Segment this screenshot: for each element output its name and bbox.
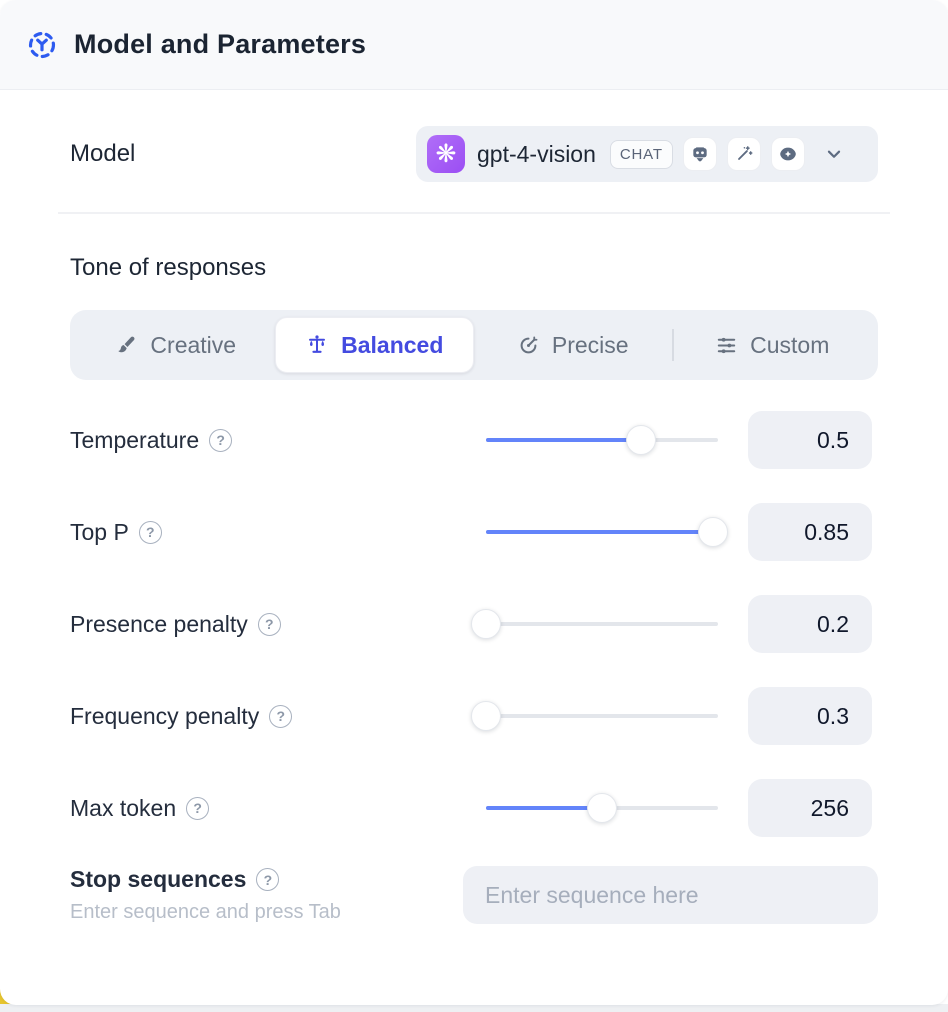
stop-sequences-row: Stop sequences ? Enter sequence and pres… <box>70 866 878 974</box>
bottom-strip <box>0 1004 948 1012</box>
model-row: Model ❋ gpt-4-vision CHAT <box>70 126 878 182</box>
top-p-value[interactable]: 0.85 <box>748 503 872 561</box>
parameters-section: Temperature ? 0.5 Top P ? <box>70 394 878 854</box>
chat-badge: CHAT <box>609 139 673 169</box>
param-row-temperature: Temperature ? 0.5 <box>70 394 878 486</box>
stop-sequences-helper: Enter sequence and press Tab <box>70 901 341 923</box>
temperature-value[interactable]: 0.5 <box>748 411 872 469</box>
help-icon[interactable]: ? <box>209 428 233 452</box>
help-icon[interactable]: ? <box>257 612 281 636</box>
selected-model-name: gpt-4-vision <box>477 140 596 167</box>
sliders-icon <box>715 334 738 357</box>
tone-option-creative[interactable]: Creative <box>77 317 275 373</box>
frequency-penalty-value[interactable]: 0.3 <box>748 687 872 745</box>
tone-option-balanced[interactable]: Balanced <box>274 317 474 373</box>
param-row-max-token: Max token ? 256 <box>70 762 878 854</box>
help-icon[interactable]: ? <box>256 868 280 891</box>
panel-header: Model and Parameters <box>0 0 948 90</box>
param-label: Top P <box>70 518 129 545</box>
paintbrush-icon <box>115 334 138 357</box>
max-token-value[interactable]: 256 <box>748 779 872 837</box>
param-row-presence-penalty: Presence penalty ? 0.2 <box>70 578 878 670</box>
vision-icon <box>770 137 805 171</box>
chevron-down-icon <box>823 143 845 165</box>
slider-thumb[interactable] <box>471 701 501 731</box>
openai-logo-icon: ❋ <box>427 135 465 173</box>
param-row-frequency-penalty: Frequency penalty ? 0.3 <box>70 670 878 762</box>
param-label: Max token <box>70 794 177 821</box>
param-label: Temperature <box>70 426 200 453</box>
slider-thumb[interactable] <box>626 425 657 455</box>
target-arrow-icon <box>517 334 540 357</box>
frequency-penalty-slider[interactable] <box>471 700 718 732</box>
model-hub-icon <box>24 27 60 63</box>
tone-option-label: Custom <box>750 331 830 358</box>
presence-penalty-value[interactable]: 0.2 <box>748 595 872 653</box>
slider-thumb[interactable] <box>471 609 501 639</box>
temperature-slider[interactable] <box>486 424 718 456</box>
presence-penalty-slider[interactable] <box>471 608 718 640</box>
stop-sequence-input[interactable] <box>463 866 878 924</box>
magic-wand-icon <box>726 137 761 171</box>
chatbot-icon <box>682 137 717 171</box>
tone-segmented-control: Creative Balanced <box>70 310 878 380</box>
help-icon[interactable]: ? <box>138 520 162 544</box>
tone-separator <box>671 329 674 361</box>
model-label: Model <box>70 140 136 167</box>
help-icon[interactable]: ? <box>186 796 210 820</box>
param-label: Presence penalty <box>70 610 248 637</box>
stop-sequences-label: Stop sequences <box>70 866 247 892</box>
tone-option-label: Balanced <box>341 331 444 358</box>
max-token-slider[interactable] <box>486 792 718 824</box>
panel-title: Model and Parameters <box>74 29 367 59</box>
balance-scale-icon <box>305 333 329 357</box>
model-select-dropdown[interactable]: ❋ gpt-4-vision CHAT <box>416 126 878 182</box>
tone-option-custom[interactable]: Custom <box>674 317 872 373</box>
tone-heading: Tone of responses <box>70 254 267 281</box>
help-icon[interactable]: ? <box>269 704 293 728</box>
tone-option-label: Creative <box>150 331 237 358</box>
section-divider <box>58 212 890 214</box>
slider-thumb[interactable] <box>587 793 617 823</box>
top-p-slider[interactable] <box>486 516 729 548</box>
param-row-top-p: Top P ? 0.85 <box>70 486 878 578</box>
param-label: Frequency penalty <box>70 702 260 729</box>
tone-option-label: Precise <box>551 331 629 358</box>
slider-thumb[interactable] <box>698 517 729 547</box>
tone-option-precise[interactable]: Precise <box>474 317 672 373</box>
